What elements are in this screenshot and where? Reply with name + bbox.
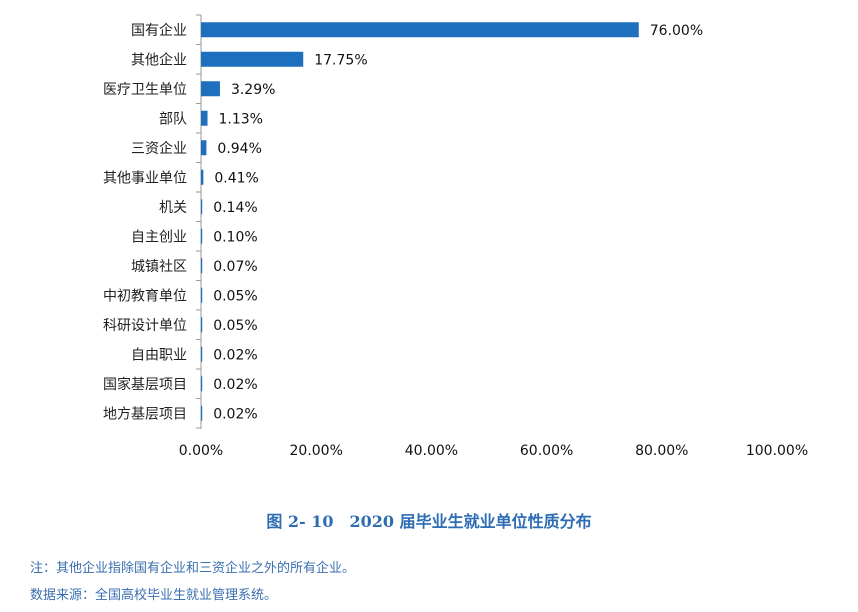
category-label: 国家基层项目	[103, 376, 187, 393]
category-label: 地方基层项目	[103, 405, 187, 422]
value-label: 0.02%	[213, 406, 257, 422]
category-label: 其他事业单位	[103, 170, 187, 186]
bar	[201, 228, 203, 244]
value-label: 3.29%	[231, 82, 275, 98]
value-label: 76.00%	[650, 23, 703, 39]
value-label: 0.94%	[217, 141, 261, 157]
category-label: 中初教育单位	[103, 287, 187, 304]
figure-caption: 图 2- 10 2020 届毕业生就业单位性质分布	[266, 512, 592, 531]
value-label: 0.05%	[213, 288, 257, 304]
bar	[201, 317, 203, 333]
bar	[201, 346, 203, 362]
category-label: 国有企业	[131, 22, 187, 39]
data-source-note: 数据来源：全国高校毕业生就业管理系统。	[30, 588, 278, 603]
category-label: 三资企业	[131, 140, 187, 157]
x-tick-label: 40.00%	[405, 443, 458, 459]
bar	[201, 287, 203, 303]
category-label: 机关	[159, 200, 187, 216]
value-label: 0.05%	[213, 318, 257, 334]
x-tick-label: 100.00%	[746, 443, 808, 459]
bar	[201, 22, 639, 38]
value-label: 17.75%	[314, 52, 367, 68]
bar	[201, 81, 220, 97]
x-tick-label: 20.00%	[290, 443, 343, 459]
category-label: 自主创业	[131, 229, 187, 245]
x-tick-label: 80.00%	[635, 443, 688, 459]
bar	[201, 110, 208, 126]
x-tick-label: 0.00%	[179, 443, 223, 459]
value-label: 0.02%	[213, 347, 257, 363]
footnote: 注：其他企业指除国有企业和三资企业之外的所有企业。	[30, 561, 356, 576]
x-tick-label: 60.00%	[520, 443, 573, 459]
bar	[201, 376, 203, 392]
bar	[201, 169, 204, 185]
bar	[201, 405, 203, 421]
value-label: 0.14%	[213, 200, 257, 216]
value-label: 0.41%	[214, 170, 258, 186]
value-label: 0.07%	[213, 259, 257, 275]
bar	[201, 51, 304, 67]
bar	[201, 140, 207, 156]
value-label: 0.10%	[213, 229, 257, 245]
bar	[201, 258, 203, 274]
bar-chart: 国有企业 76.00% 其他企业 17.75% 医疗卫生单位 3.29% 部队 1.13% 三资…	[103, 14, 808, 459]
category-label: 医疗卫生单位	[103, 82, 187, 98]
category-label: 城镇社区	[131, 259, 187, 275]
category-label: 科研设计单位	[103, 318, 187, 334]
value-label: 1.13%	[219, 111, 263, 127]
category-label: 自由职业	[131, 347, 187, 363]
bar	[201, 199, 203, 215]
category-label: 其他企业	[131, 51, 187, 68]
value-label: 0.02%	[213, 377, 257, 393]
category-label: 部队	[159, 111, 187, 127]
